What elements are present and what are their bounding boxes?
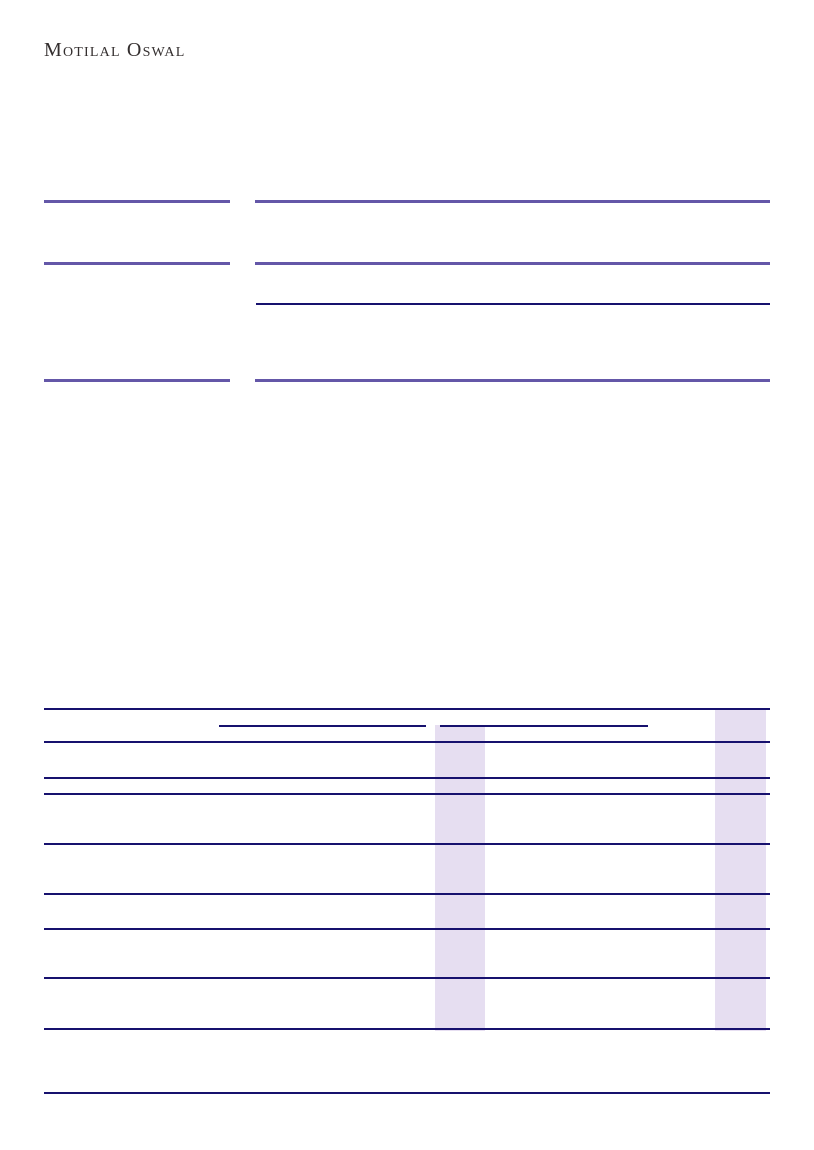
right-col-rule-1 bbox=[255, 200, 770, 203]
table-rule-2 bbox=[44, 741, 770, 743]
right-col-rule-3 bbox=[255, 379, 770, 382]
table-rule-8 bbox=[44, 977, 770, 979]
table-rule-4 bbox=[44, 793, 770, 795]
table-rule-3 bbox=[44, 777, 770, 779]
table-rule-6 bbox=[44, 893, 770, 895]
table-header-underline-left bbox=[219, 725, 426, 727]
left-col-rule-2 bbox=[44, 262, 230, 265]
table-rule-bottom bbox=[44, 1028, 770, 1030]
table-rule-5 bbox=[44, 843, 770, 845]
left-col-rule-1 bbox=[44, 200, 230, 203]
table-rule-top bbox=[44, 708, 770, 710]
brand-logo: Motilal Oswal bbox=[44, 39, 186, 61]
table-rule-7 bbox=[44, 928, 770, 930]
left-col-rule-3 bbox=[44, 379, 230, 382]
right-col-rule-2 bbox=[255, 262, 770, 265]
table-header-underline-right bbox=[440, 725, 648, 727]
footer-rule bbox=[44, 1092, 770, 1094]
table-column-highlight-2 bbox=[715, 709, 766, 1031]
table-column-highlight-1 bbox=[435, 725, 485, 1031]
right-col-thin-rule bbox=[256, 303, 770, 305]
